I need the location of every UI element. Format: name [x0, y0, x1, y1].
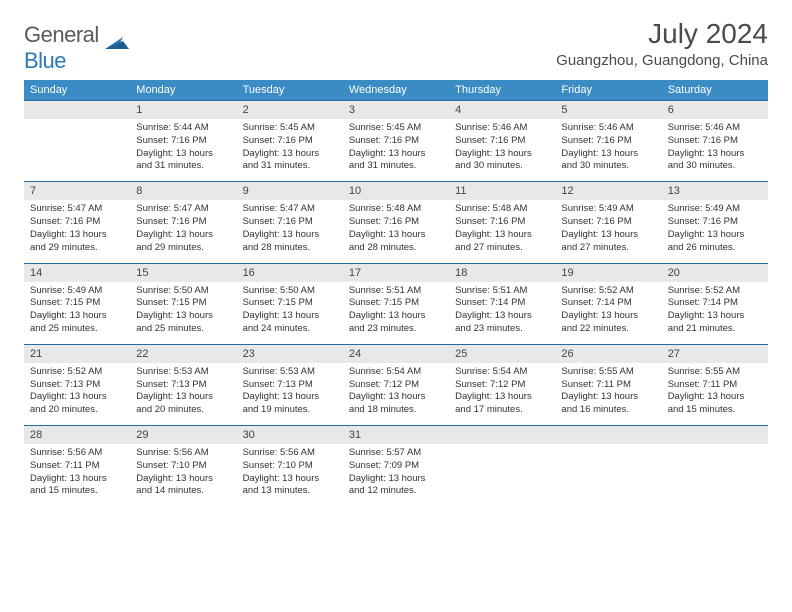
day-number-cell: 4 — [449, 101, 555, 120]
calendar-table: SundayMondayTuesdayWednesdayThursdayFrid… — [24, 80, 768, 506]
weekday-header: Wednesday — [343, 80, 449, 101]
day-number-cell: 30 — [237, 426, 343, 445]
day-info-cell: Sunrise: 5:46 AMSunset: 7:16 PMDaylight:… — [449, 119, 555, 182]
day-number-cell — [24, 101, 130, 120]
day-number-cell: 5 — [555, 101, 661, 120]
day-number-cell: 10 — [343, 182, 449, 201]
logo: General Blue — [24, 22, 131, 74]
day-info-cell: Sunrise: 5:49 AMSunset: 7:16 PMDaylight:… — [555, 200, 661, 263]
logo-text-b: Blue — [24, 48, 66, 73]
daynum-row: 123456 — [24, 101, 768, 120]
day-info-cell: Sunrise: 5:47 AMSunset: 7:16 PMDaylight:… — [24, 200, 130, 263]
logo-text: General Blue — [24, 22, 99, 74]
day-number-cell: 25 — [449, 344, 555, 363]
day-number-cell — [449, 426, 555, 445]
day-info-cell: Sunrise: 5:46 AMSunset: 7:16 PMDaylight:… — [555, 119, 661, 182]
day-number-cell: 13 — [662, 182, 768, 201]
day-info-cell: Sunrise: 5:54 AMSunset: 7:12 PMDaylight:… — [449, 363, 555, 426]
day-number-cell — [662, 426, 768, 445]
day-info-cell: Sunrise: 5:55 AMSunset: 7:11 PMDaylight:… — [555, 363, 661, 426]
flag-icon — [103, 35, 131, 62]
day-info-cell: Sunrise: 5:47 AMSunset: 7:16 PMDaylight:… — [130, 200, 236, 263]
day-number-cell: 24 — [343, 344, 449, 363]
day-info-cell: Sunrise: 5:55 AMSunset: 7:11 PMDaylight:… — [662, 363, 768, 426]
day-number-cell: 21 — [24, 344, 130, 363]
day-info-cell: Sunrise: 5:48 AMSunset: 7:16 PMDaylight:… — [343, 200, 449, 263]
weekday-header: Tuesday — [237, 80, 343, 101]
day-info-cell: Sunrise: 5:49 AMSunset: 7:15 PMDaylight:… — [24, 282, 130, 345]
day-info-cell — [662, 444, 768, 506]
month-title: July 2024 — [556, 18, 768, 50]
day-info-cell: Sunrise: 5:51 AMSunset: 7:14 PMDaylight:… — [449, 282, 555, 345]
day-info-cell: Sunrise: 5:52 AMSunset: 7:14 PMDaylight:… — [555, 282, 661, 345]
day-info-cell: Sunrise: 5:57 AMSunset: 7:09 PMDaylight:… — [343, 444, 449, 506]
header: General Blue July 2024 Guangzhou, Guangd… — [24, 18, 768, 74]
weekday-header-row: SundayMondayTuesdayWednesdayThursdayFrid… — [24, 80, 768, 101]
day-number-cell: 12 — [555, 182, 661, 201]
day-info-cell: Sunrise: 5:48 AMSunset: 7:16 PMDaylight:… — [449, 200, 555, 263]
day-number-cell — [555, 426, 661, 445]
title-block: July 2024 Guangzhou, Guangdong, China — [556, 18, 768, 69]
day-number-cell: 3 — [343, 101, 449, 120]
day-info-cell: Sunrise: 5:56 AMSunset: 7:11 PMDaylight:… — [24, 444, 130, 506]
day-info-cell: Sunrise: 5:50 AMSunset: 7:15 PMDaylight:… — [237, 282, 343, 345]
day-info-cell: Sunrise: 5:45 AMSunset: 7:16 PMDaylight:… — [237, 119, 343, 182]
day-info-cell: Sunrise: 5:52 AMSunset: 7:14 PMDaylight:… — [662, 282, 768, 345]
day-info-cell: Sunrise: 5:53 AMSunset: 7:13 PMDaylight:… — [237, 363, 343, 426]
day-number-cell: 18 — [449, 263, 555, 282]
day-info-cell: Sunrise: 5:44 AMSunset: 7:16 PMDaylight:… — [130, 119, 236, 182]
weekday-header: Saturday — [662, 80, 768, 101]
daynum-row: 21222324252627 — [24, 344, 768, 363]
weekday-header: Sunday — [24, 80, 130, 101]
day-number-cell: 6 — [662, 101, 768, 120]
info-row: Sunrise: 5:49 AMSunset: 7:15 PMDaylight:… — [24, 282, 768, 345]
day-number-cell: 19 — [555, 263, 661, 282]
location: Guangzhou, Guangdong, China — [556, 52, 768, 69]
day-info-cell: Sunrise: 5:51 AMSunset: 7:15 PMDaylight:… — [343, 282, 449, 345]
day-number-cell: 22 — [130, 344, 236, 363]
day-info-cell — [24, 119, 130, 182]
info-row: Sunrise: 5:47 AMSunset: 7:16 PMDaylight:… — [24, 200, 768, 263]
day-info-cell: Sunrise: 5:47 AMSunset: 7:16 PMDaylight:… — [237, 200, 343, 263]
day-info-cell: Sunrise: 5:56 AMSunset: 7:10 PMDaylight:… — [130, 444, 236, 506]
day-number-cell: 17 — [343, 263, 449, 282]
day-number-cell: 27 — [662, 344, 768, 363]
day-number-cell: 14 — [24, 263, 130, 282]
daynum-row: 14151617181920 — [24, 263, 768, 282]
day-number-cell: 11 — [449, 182, 555, 201]
weekday-header: Thursday — [449, 80, 555, 101]
day-number-cell: 15 — [130, 263, 236, 282]
day-number-cell: 7 — [24, 182, 130, 201]
day-info-cell: Sunrise: 5:46 AMSunset: 7:16 PMDaylight:… — [662, 119, 768, 182]
day-info-cell: Sunrise: 5:56 AMSunset: 7:10 PMDaylight:… — [237, 444, 343, 506]
day-info-cell — [555, 444, 661, 506]
day-number-cell: 8 — [130, 182, 236, 201]
info-row: Sunrise: 5:44 AMSunset: 7:16 PMDaylight:… — [24, 119, 768, 182]
day-info-cell: Sunrise: 5:49 AMSunset: 7:16 PMDaylight:… — [662, 200, 768, 263]
daynum-row: 28293031 — [24, 426, 768, 445]
day-number-cell: 1 — [130, 101, 236, 120]
daynum-row: 78910111213 — [24, 182, 768, 201]
day-number-cell: 9 — [237, 182, 343, 201]
day-info-cell: Sunrise: 5:45 AMSunset: 7:16 PMDaylight:… — [343, 119, 449, 182]
info-row: Sunrise: 5:56 AMSunset: 7:11 PMDaylight:… — [24, 444, 768, 506]
day-info-cell: Sunrise: 5:52 AMSunset: 7:13 PMDaylight:… — [24, 363, 130, 426]
day-number-cell: 16 — [237, 263, 343, 282]
weekday-header: Friday — [555, 80, 661, 101]
day-number-cell: 26 — [555, 344, 661, 363]
day-number-cell: 23 — [237, 344, 343, 363]
day-info-cell: Sunrise: 5:50 AMSunset: 7:15 PMDaylight:… — [130, 282, 236, 345]
day-info-cell — [449, 444, 555, 506]
day-number-cell: 29 — [130, 426, 236, 445]
day-number-cell: 28 — [24, 426, 130, 445]
info-row: Sunrise: 5:52 AMSunset: 7:13 PMDaylight:… — [24, 363, 768, 426]
day-number-cell: 2 — [237, 101, 343, 120]
day-info-cell: Sunrise: 5:54 AMSunset: 7:12 PMDaylight:… — [343, 363, 449, 426]
logo-text-a: General — [24, 22, 99, 47]
day-number-cell: 31 — [343, 426, 449, 445]
weekday-header: Monday — [130, 80, 236, 101]
day-number-cell: 20 — [662, 263, 768, 282]
day-info-cell: Sunrise: 5:53 AMSunset: 7:13 PMDaylight:… — [130, 363, 236, 426]
